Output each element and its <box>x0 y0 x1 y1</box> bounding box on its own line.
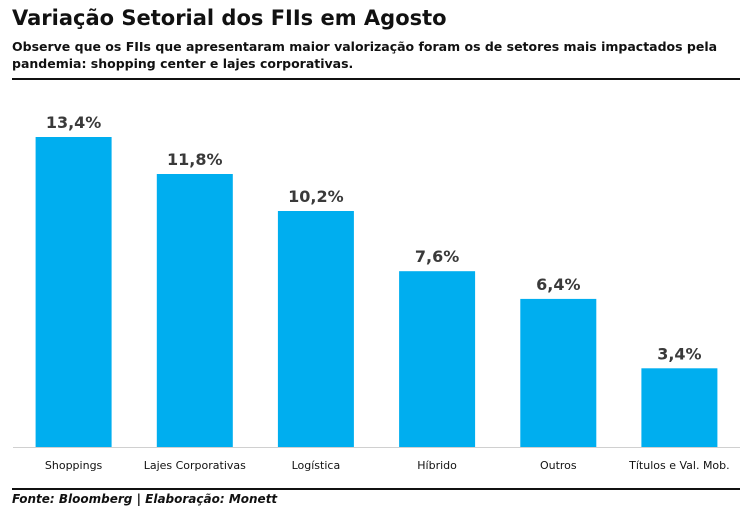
data-label-2: 10,2% <box>288 187 344 206</box>
category-label-3: Híbrido <box>417 459 457 472</box>
category-label-1: Lajes Corporativas <box>144 459 246 472</box>
source-note: Fonte: Bloomberg | Elaboração: Monett <box>12 492 278 506</box>
data-label-3: 7,6% <box>415 247 459 266</box>
bar-1 <box>156 174 233 447</box>
category-label-4: Outros <box>540 459 577 472</box>
category-label-0: Shoppings <box>45 459 103 472</box>
data-label-0: 13,4% <box>46 113 102 132</box>
top-divider <box>12 78 740 80</box>
bar-4 <box>520 298 597 447</box>
data-label-1: 11,8% <box>167 150 223 169</box>
category-label-5: Títulos e Val. Mob. <box>628 459 730 472</box>
data-label-5: 3,4% <box>657 344 701 363</box>
bottom-divider <box>12 488 740 490</box>
bar-2 <box>277 211 354 447</box>
category-label-2: Logística <box>292 459 341 472</box>
bar-chart: 13,4% Shoppings 11,8% Lajes Corporativas 10,… <box>13 113 740 472</box>
bar-3 <box>399 271 476 447</box>
data-label-4: 6,4% <box>536 275 580 294</box>
bar-5 <box>641 368 718 447</box>
chart-title: Variação Setorial dos FIIs em Agosto <box>12 6 447 30</box>
chart-subtitle: Observe que os FIIs que apresentaram mai… <box>12 39 718 71</box>
bar-0 <box>35 137 112 447</box>
